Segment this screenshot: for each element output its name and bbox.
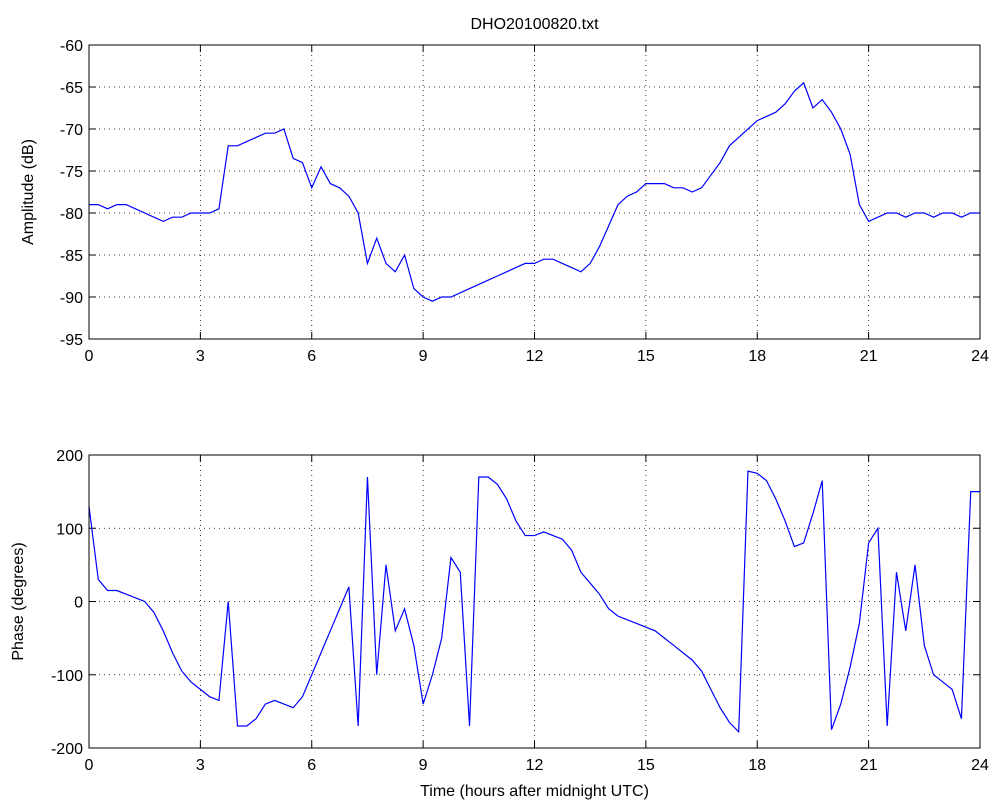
axes-frame [88, 454, 981, 749]
y-tick-label: -100 [51, 668, 83, 685]
y-axis-label: Phase (degrees) [10, 542, 27, 660]
axes-frame [88, 44, 981, 340]
x-tick-label: 21 [860, 757, 878, 774]
x-tick-label: 24 [971, 348, 989, 365]
x-tick-label: 15 [637, 757, 655, 774]
x-tick-label: 9 [419, 348, 428, 365]
y-tick-label: -80 [60, 206, 83, 223]
x-tick-label: 3 [196, 348, 205, 365]
x-tick-label: 18 [748, 348, 766, 365]
x-tick-label: 6 [307, 348, 316, 365]
y-tick-label: -85 [60, 248, 83, 265]
y-tick-label: -95 [60, 332, 83, 349]
x-tick-label: 0 [85, 757, 94, 774]
data-line [88, 470, 980, 734]
y-tick-label: -75 [60, 164, 83, 181]
chart-title: DHO20100820.txt [470, 16, 599, 33]
y-tick-label: 0 [74, 595, 83, 612]
x-tick-label: 12 [526, 757, 544, 774]
y-tick-label: -90 [60, 290, 83, 307]
axes-background [89, 45, 980, 339]
x-tick-label: 15 [637, 348, 655, 365]
x-tick-label: 3 [196, 757, 205, 774]
x-tick-label: 24 [971, 757, 989, 774]
y-tick-label: 200 [56, 448, 83, 465]
x-tick-label: 21 [860, 348, 878, 365]
data-line [89, 81, 980, 302]
x-tick-label: 18 [748, 757, 766, 774]
x-tick-label: 0 [85, 348, 94, 365]
y-tick-label: -60 [60, 38, 83, 55]
y-tick-label: -65 [60, 80, 83, 97]
y-axis-label: Amplitude (dB) [20, 139, 37, 245]
y-tick-label: 100 [56, 521, 83, 538]
x-tick-label: 9 [419, 757, 428, 774]
x-axis-label: Time (hours after midnight UTC) [420, 783, 649, 800]
y-tick-label: -200 [51, 741, 83, 758]
x-tick-label: 12 [526, 348, 544, 365]
y-tick-label: -70 [60, 122, 83, 139]
x-tick-label: 6 [307, 757, 316, 774]
